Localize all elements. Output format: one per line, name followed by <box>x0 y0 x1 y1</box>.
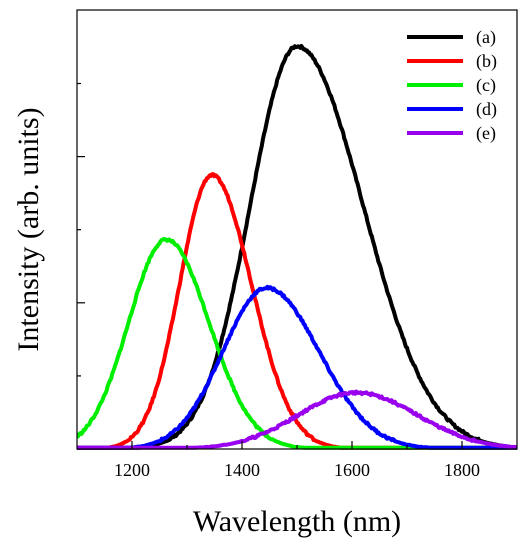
x-tick-label: 1800 <box>444 460 480 480</box>
legend-label-5: (e) <box>476 123 496 144</box>
legend-label-4: (d) <box>476 99 497 120</box>
series-lines <box>76 44 518 450</box>
series-line-4 <box>76 284 518 450</box>
x-tick-label: 1600 <box>334 460 370 480</box>
axes: 1200 1400 1600 1800 <box>76 9 518 480</box>
x-axis-title: Wavelength (nm) <box>193 505 401 538</box>
x-tick-label: 1200 <box>114 460 150 480</box>
series-line-1 <box>76 44 518 450</box>
plot-frame <box>76 9 518 450</box>
legend-label-2: (b) <box>476 51 497 72</box>
legend-label-3: (c) <box>476 75 496 96</box>
x-tick-label: 1400 <box>224 460 260 480</box>
y-axis-title: Intensity (arb. units) <box>12 107 45 351</box>
legend-label-1: (a) <box>476 27 496 48</box>
series-line-5 <box>76 389 518 450</box>
legend: (a) (b) (c) (d) (e) <box>407 27 497 144</box>
